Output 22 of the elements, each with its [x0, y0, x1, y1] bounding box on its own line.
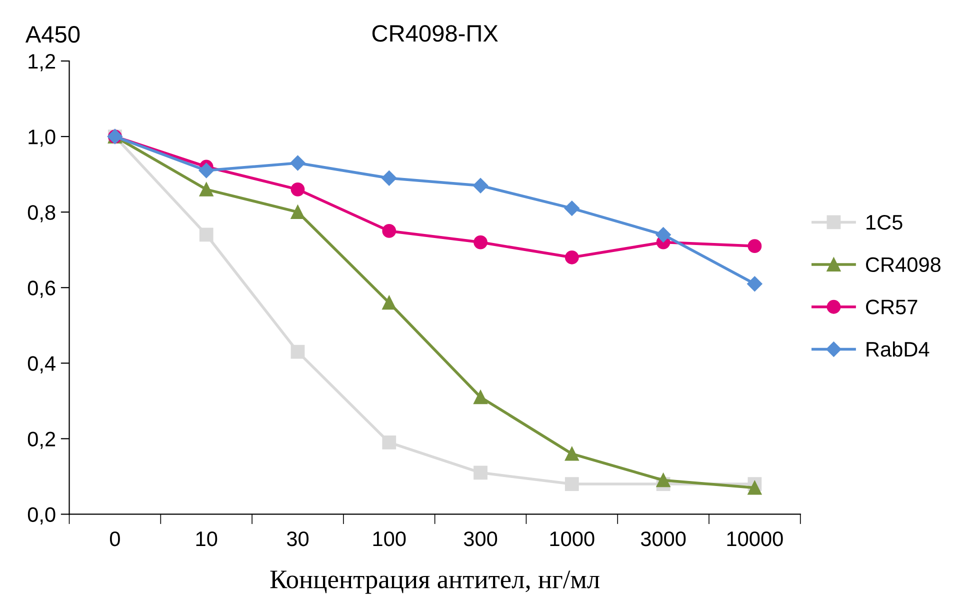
y-tick-label: 0,2 — [28, 432, 56, 449]
x-axis-title: Концентрация антител, нг/мл — [270, 570, 600, 594]
legend-label: RabD4 — [866, 341, 930, 357]
x-tick-label: 1000 — [550, 531, 594, 546]
x-tick-label: 10 — [196, 531, 218, 546]
x-tick-label: 3000 — [640, 531, 686, 546]
y-tick-label: 1,2 — [28, 54, 56, 72]
y-axis-title: A450 — [25, 26, 80, 43]
y-tick-label: 0,4 — [28, 356, 56, 374]
x-tick-label: 0 — [110, 531, 120, 546]
y-tick-label: 1,0 — [28, 130, 56, 147]
x-tick-label: 10000 — [727, 531, 783, 546]
x-tick-label: 300 — [464, 531, 498, 546]
legend-label: CR57 — [866, 300, 918, 314]
x-tick-label: 30 — [286, 531, 309, 546]
y-tick-label: 0,0 — [28, 507, 56, 524]
y-tick-label: 0,6 — [28, 280, 56, 298]
legend-label: 1C5 — [866, 214, 902, 230]
legend-label: CR4098 — [866, 257, 940, 272]
y-tick-label: 0,8 — [28, 205, 56, 222]
x-tick-label: 100 — [373, 531, 406, 546]
chart-title: CR4098-ПХ — [372, 25, 498, 42]
